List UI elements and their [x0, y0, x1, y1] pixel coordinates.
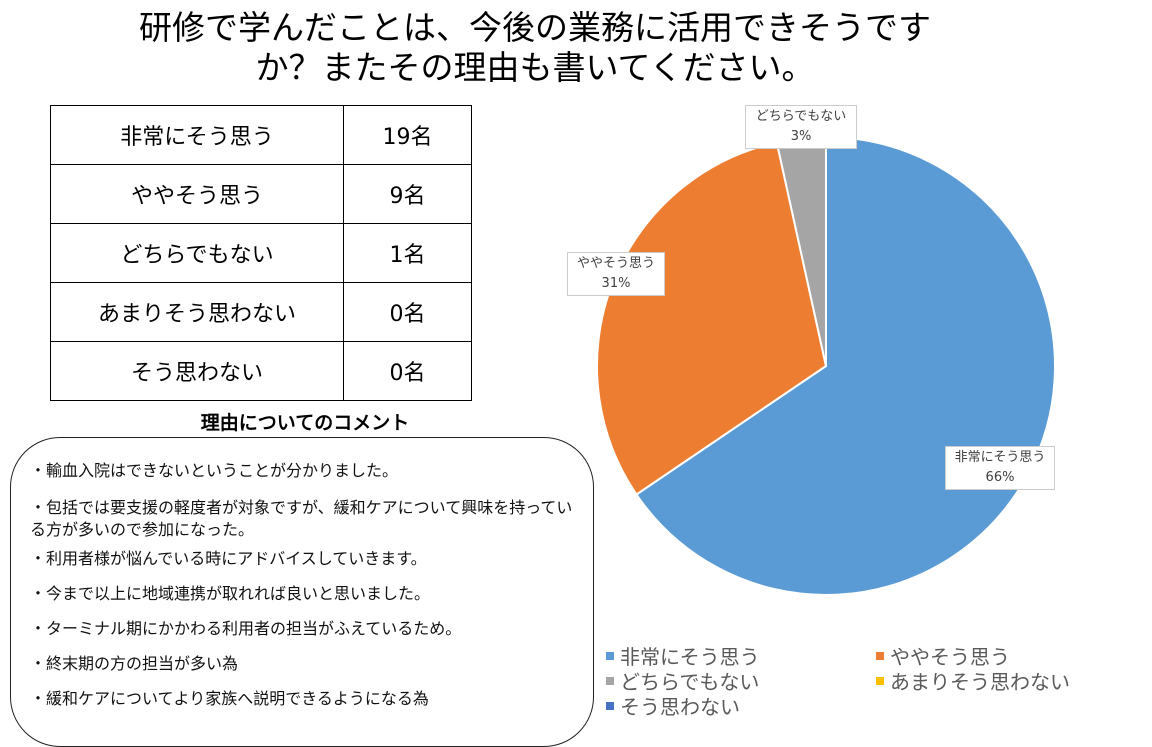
legend-item: あまりそう思わない [876, 666, 1070, 695]
response-label: 非常にそう思う [50, 105, 344, 165]
comment-item: ・終末期の方の担当が多い為 [30, 654, 239, 673]
table-row: 非常にそう思う 19名 [50, 105, 472, 165]
response-label: あまりそう思わない [50, 282, 344, 342]
legend-label: ややそう思う [890, 645, 1010, 669]
response-count: 0名 [343, 341, 472, 401]
comment-item: ・今まで以上に地域連携が取れれば良いと思いました。 [30, 584, 431, 603]
comments-heading: 理由についてのコメント [200, 412, 410, 434]
legend-swatch [876, 676, 884, 685]
table-row: ややそう思う 9名 [50, 164, 472, 224]
comment-item: ・緩和ケアについてより家族へ説明できるようになる為 [30, 689, 429, 708]
table-row: そう思わない 0名 [50, 341, 472, 401]
response-count: 1名 [343, 223, 472, 283]
title-line-2: か？またその理由も書いてください。 [255, 48, 815, 87]
legend-swatch [606, 676, 614, 685]
response-label: そう思わない [50, 341, 344, 401]
response-count: 0名 [343, 282, 472, 342]
legend-item: そう思わない [606, 691, 740, 720]
legend-label: どちらでもない [620, 670, 760, 694]
comment-item: ・輸血入院はできないということが分かりました。 [30, 461, 399, 480]
table-row: あまりそう思わない 0名 [50, 282, 472, 342]
data-label-1: ややそう思う 31% [567, 252, 665, 296]
response-count: 19名 [343, 105, 472, 165]
comment-item: ・包括では要支援の軽度者が対象ですが、緩和ケアについて興味を持っている方が多いの… [30, 498, 573, 539]
legend-item: ややそう思う [876, 641, 1010, 670]
data-label-0: 非常にそう思う 66% [945, 446, 1055, 490]
legend-swatch [876, 651, 884, 660]
response-count-table: 非常にそう思う 19名 ややそう思う 9名 どちらでもない 1名 あまりそう思わない 0名 そう… [50, 105, 472, 401]
legend-swatch [606, 651, 614, 660]
legend-label: あまりそう思わない [890, 670, 1070, 694]
legend-swatch [606, 701, 614, 710]
comment-item: ・ターミナル期にかかわる利用者の担当がふえているため。 [30, 619, 462, 638]
legend-item: 非常にそう思う [606, 641, 760, 670]
legend-item: どちらでもない [606, 666, 759, 695]
legend-label: 非常にそう思う [620, 645, 760, 669]
comment-item: ・利用者様が悩んでいる時にアドバイスしていきます。 [30, 549, 427, 568]
table-row: どちらでもない 1名 [50, 223, 472, 283]
legend-label: そう思わない [620, 695, 740, 719]
data-label-2: どちらでもない 3% [745, 105, 857, 149]
title-line-1: 研修で学んだことは、今後の業務に活用できそうです [139, 8, 931, 47]
response-label: どちらでもない [50, 223, 344, 283]
